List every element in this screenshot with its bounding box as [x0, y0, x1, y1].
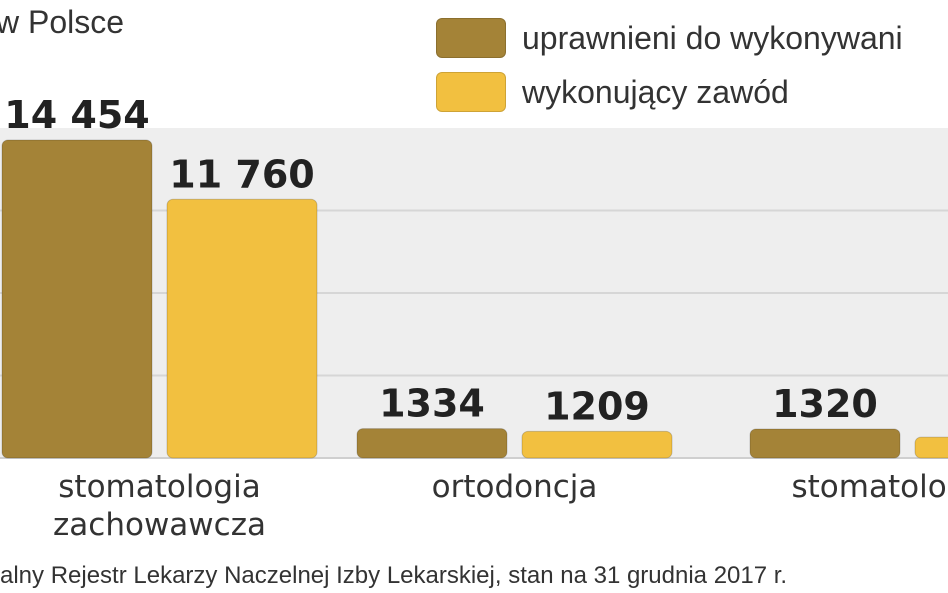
chart-title: w Polsce — [0, 4, 125, 40]
data-label-2-2: 1209 — [544, 384, 650, 428]
bar-1-2 — [356, 428, 508, 459]
bar-1-1 — [1, 139, 153, 459]
data-label-1-3: 1320 — [772, 382, 878, 426]
bar-2-3 — [914, 436, 948, 459]
bar-2-2 — [521, 430, 673, 459]
legend-label-series-1: uprawnieni do wykonywani — [522, 20, 903, 56]
legend-swatch-series-2 — [436, 72, 506, 112]
bar-2-1 — [166, 198, 318, 459]
category-label-1-line-1: stomatologia — [58, 469, 260, 505]
bar-1-3 — [749, 428, 901, 459]
legend-swatch-series-1 — [436, 18, 506, 58]
source-note: ralny Rejestr Lekarzy Naczelnej Izby Lek… — [0, 562, 788, 589]
legend-label-series-2: wykonujący zawód — [522, 74, 789, 110]
category-label-2: ortodoncja — [432, 469, 598, 505]
data-label-1-2: 1334 — [379, 382, 485, 426]
data-label-1-1: 14 454 — [4, 93, 149, 137]
data-label-2-1: 11 760 — [169, 152, 314, 196]
category-label-3: stomatologia d — [792, 469, 948, 505]
category-label-1-line-2: zachowawcza — [53, 507, 266, 543]
